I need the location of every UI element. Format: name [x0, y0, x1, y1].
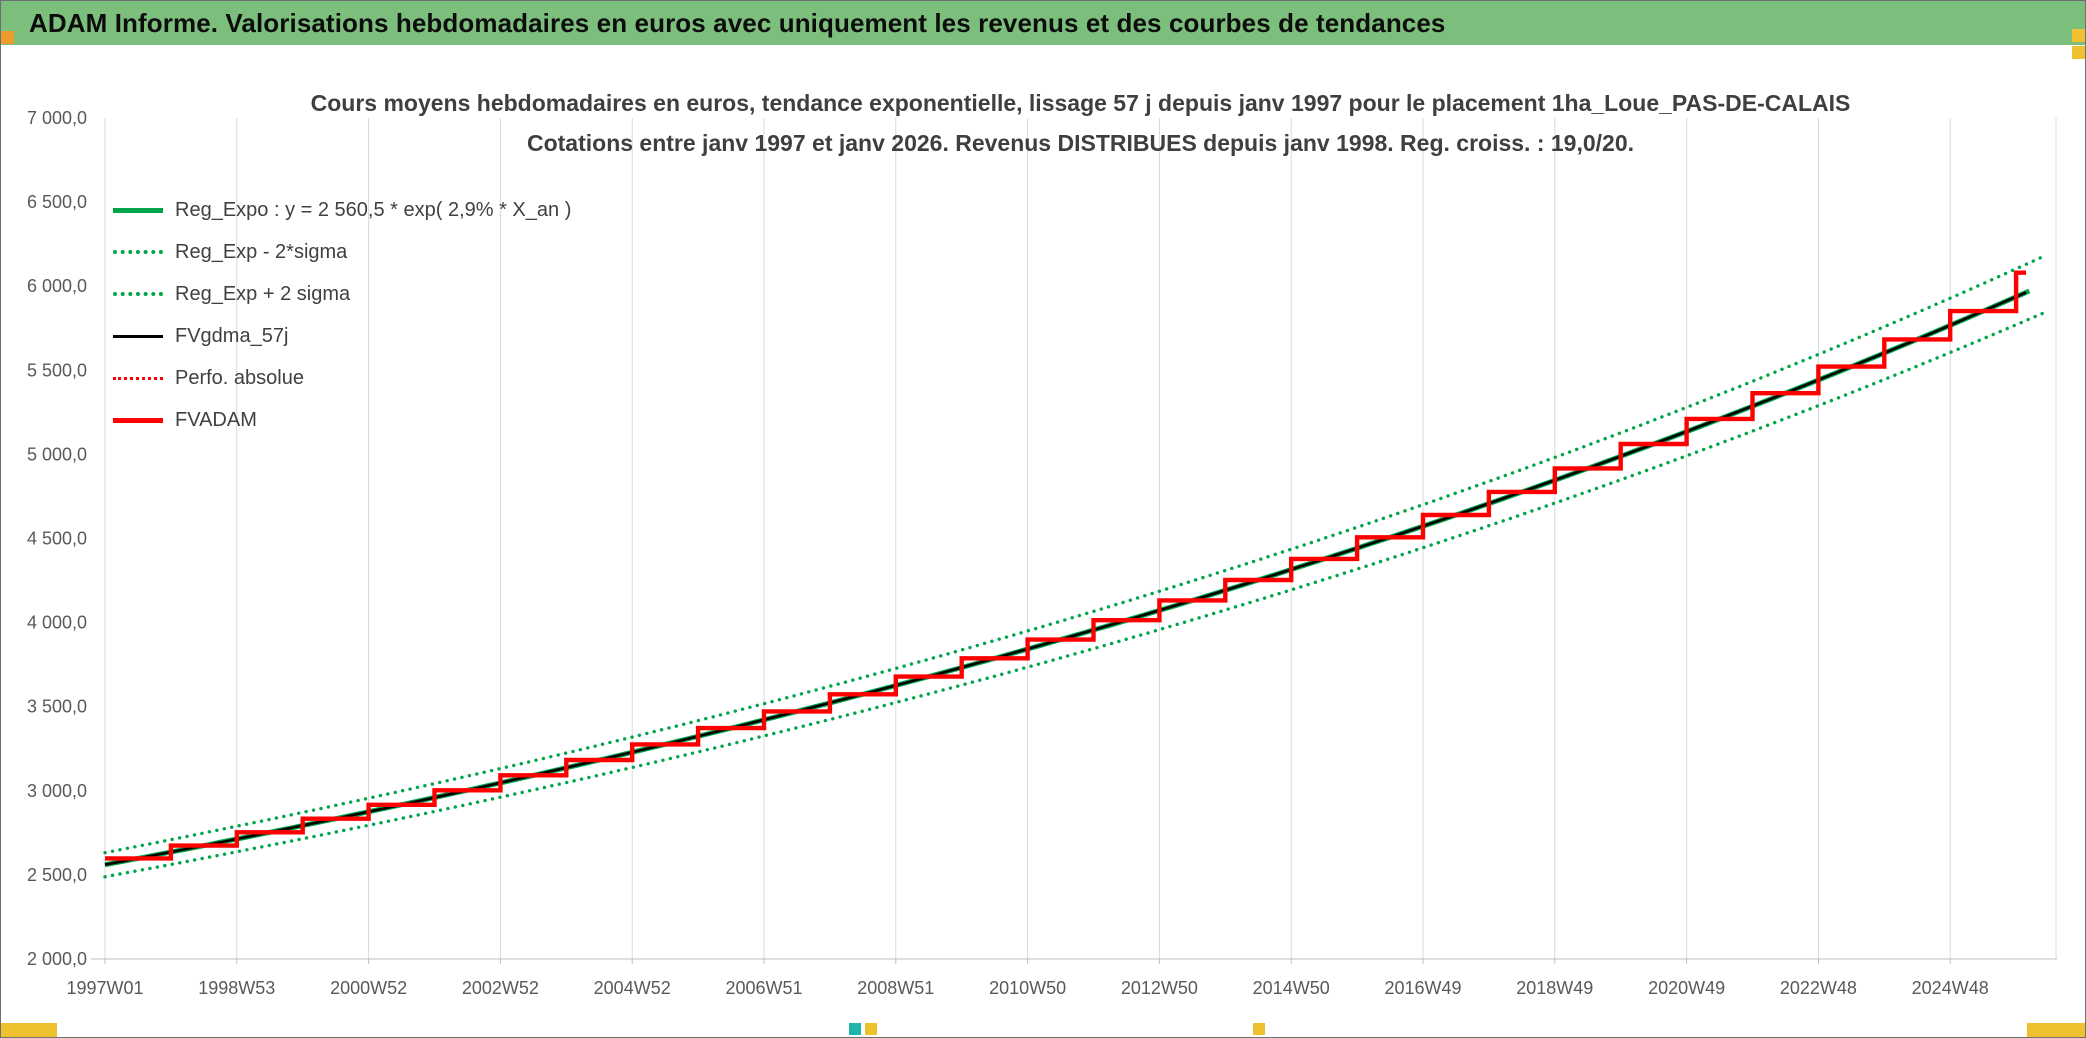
legend-label: Reg_Expo : y = 2 560,5 * exp( 2,9% * X_a…: [175, 198, 572, 221]
sheet-marker-gold-2-icon: [1253, 1023, 1265, 1035]
y-tick-label: 2 000,0: [27, 949, 87, 969]
y-tick-label: 6 000,0: [27, 276, 87, 296]
x-tick-label: 2020W49: [1648, 978, 1725, 998]
legend-item[interactable]: Reg_Exp + 2 sigma: [113, 273, 571, 315]
series-sigma-plus: [103, 255, 2045, 855]
legend-item[interactable]: Reg_Expo : y = 2 560,5 * exp( 2,9% * X_a…: [113, 189, 571, 231]
x-tick-label: 2024W48: [1912, 978, 1989, 998]
chart-legend: Reg_Expo : y = 2 560,5 * exp( 2,9% * X_a…: [113, 189, 571, 441]
axis-tick-labels: 1997W01 1998W53 2000W52 2002W52 2004W52 2006W…: [27, 108, 1989, 998]
x-tick-label: 2010W50: [989, 978, 1066, 998]
x-tick-label: 2018W49: [1516, 978, 1593, 998]
legend-label: Perfo. absolue: [175, 366, 304, 389]
header-title: ADAM Informe. Valorisations hebdomadaire…: [29, 7, 1446, 38]
x-tick-label: 2002W52: [462, 978, 539, 998]
x-tick-label: 2004W52: [594, 978, 671, 998]
corner-marker-top-left-icon: [1, 31, 14, 44]
legend-line-sample-icon: [113, 207, 163, 213]
y-tick-label: 4 000,0: [27, 613, 87, 633]
chart-title-line1: Cours moyens hebdomadaires en euros, ten…: [310, 90, 1851, 116]
legend-label: FVgdma_57j: [175, 324, 289, 347]
y-tick-label: 2 500,0: [27, 865, 87, 885]
x-tick-label: 2006W51: [725, 978, 802, 998]
bottom-right-strip: [2027, 1023, 2085, 1037]
header-bar: ADAM Informe. Valorisations hebdomadaire…: [1, 1, 2085, 45]
legend-label: FVADAM: [175, 408, 257, 431]
gridlines: [91, 118, 2057, 964]
legend-line-sample-icon: [113, 376, 163, 380]
chart-plot-area[interactable]: 1997W01 1998W53 2000W52 2002W52 2004W52 2006W…: [1, 47, 2086, 1023]
legend-line-sample-icon: [113, 292, 163, 296]
corner-marker-top-right-icon: [2072, 29, 2085, 42]
y-tick-label: 3 500,0: [27, 697, 87, 717]
legend-line-sample-icon: [113, 334, 163, 338]
chart-title-line2: Cotations entre janv 1997 et janv 2026. …: [526, 130, 1634, 156]
y-tick-label: 5 500,0: [27, 360, 87, 380]
x-tick-label: 2022W48: [1780, 978, 1857, 998]
legend-line-sample-icon: [113, 250, 163, 254]
legend-item[interactable]: FVgdma_57j: [113, 315, 571, 357]
y-tick-label: 3 000,0: [27, 781, 87, 801]
corner-marker-top-right-2-icon: [2072, 46, 2085, 59]
x-tick-label: 2014W50: [1253, 978, 1330, 998]
bottom-left-strip: [1, 1023, 57, 1037]
legend-label: Reg_Exp - 2*sigma: [175, 240, 348, 263]
x-tick-label: 1998W53: [198, 978, 275, 998]
sheet-marker-teal-icon: [849, 1023, 861, 1035]
x-tick-label: 2016W49: [1384, 978, 1461, 998]
x-tick-label: 2012W50: [1121, 978, 1198, 998]
y-tick-label: 7 000,0: [27, 108, 87, 128]
y-tick-label: 4 500,0: [27, 529, 87, 549]
legend-item[interactable]: FVADAM: [113, 399, 571, 441]
series-fvadam: [105, 270, 2026, 861]
legend-line-sample-icon: [113, 417, 163, 423]
legend-item[interactable]: Perfo. absolue: [113, 357, 571, 399]
x-tick-label: 2000W52: [330, 978, 407, 998]
legend-item[interactable]: Reg_Exp - 2*sigma: [113, 231, 571, 273]
legend-label: Reg_Exp + 2 sigma: [175, 282, 351, 305]
x-tick-label: 2008W51: [857, 978, 934, 998]
sheet-marker-gold-icon: [865, 1023, 877, 1035]
y-tick-label: 5 000,0: [27, 444, 87, 464]
series-sigma-minus: [103, 311, 2045, 879]
y-tick-label: 6 500,0: [27, 192, 87, 212]
chart-title: Cours moyens hebdomadaires en euros, ten…: [105, 83, 2056, 163]
x-tick-label: 1997W01: [66, 978, 143, 998]
